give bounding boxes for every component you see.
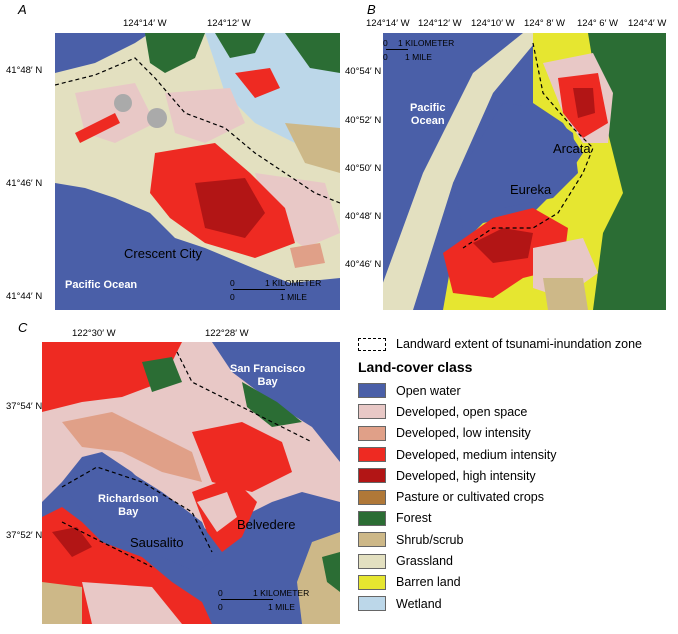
panel-a-lat-tick: 41°46′ N — [6, 178, 42, 189]
panel-c-label: C — [18, 320, 27, 335]
panel-b-lon-tick: 124°4′ W — [628, 18, 666, 29]
legend-class-label: Pasture or cultivated crops — [396, 490, 544, 504]
legend-class-list: Open water Developed, open space Developed… — [358, 380, 678, 614]
scale-mi-label: 1 MILE — [268, 602, 295, 612]
panel-b-lat-tick: 40°52′ N — [345, 115, 381, 126]
scale-line — [386, 49, 408, 50]
water-label: Richardson Bay — [98, 493, 159, 519]
legend-inundation-label: Landward extent of tsunami-inundation zo… — [396, 337, 642, 351]
water-label: Pacific Ocean — [65, 279, 137, 292]
panel-b-lon-tick: 124° 8′ W — [524, 18, 565, 29]
scale-mi-label: 1 MILE — [280, 292, 307, 302]
legend-title: Land-cover class — [358, 359, 678, 375]
legend-swatch — [358, 447, 386, 462]
scale-km-zero: 0 — [230, 278, 235, 288]
legend-class-label: Open water — [396, 384, 461, 398]
scale-mi-zero: 0 — [218, 602, 223, 612]
place-label: Eureka — [510, 182, 551, 197]
legend-class-row: Forest — [358, 508, 678, 529]
panel-b-map: Arcata Eureka Pacific Ocean 0 1 KILOMETE… — [383, 33, 666, 310]
panel-b-label: B — [367, 2, 376, 17]
place-label: Sausalito — [130, 535, 183, 550]
map-legend: Landward extent of tsunami-inundation zo… — [358, 337, 678, 614]
scale-mi-label: 1 MILE — [405, 52, 432, 62]
legend-class-label: Wetland — [396, 597, 442, 611]
legend-swatch — [358, 490, 386, 505]
scale-km-label: 1 KILOMETER — [265, 278, 321, 288]
legend-class-row: Shrub/scrub — [358, 529, 678, 550]
legend-class-label: Developed, open space — [396, 405, 527, 419]
panel-a-label: A — [18, 2, 27, 17]
panel-a-lat-tick: 41°44′ N — [6, 291, 42, 302]
legend-class-row: Grassland — [358, 550, 678, 571]
panel-b-lon-tick: 124° 6′ W — [577, 18, 618, 29]
legend-swatch — [358, 426, 386, 441]
legend-class-label: Grassland — [396, 554, 453, 568]
legend-class-label: Developed, medium intensity — [396, 448, 557, 462]
scale-mi-zero: 0 — [383, 52, 388, 62]
panel-c-lon-tick: 122°30′ W — [72, 328, 116, 339]
legend-class-label: Shrub/scrub — [396, 533, 463, 547]
scale-km-label: 1 KILOMETER — [253, 588, 309, 598]
legend-class-row: Wetland — [358, 593, 678, 614]
scale-line — [221, 599, 273, 600]
legend-class-label: Barren land — [396, 575, 461, 589]
panel-a-landcover — [55, 33, 340, 310]
legend-class-row: Developed, low intensity — [358, 423, 678, 444]
panel-c-map: San Francisco Bay Richardson Bay Sausali… — [42, 342, 340, 624]
panel-c-lon-tick: 122°28′ W — [205, 328, 249, 339]
legend-swatch — [358, 596, 386, 611]
panel-c-lat-tick: 37°54′ N — [6, 401, 42, 412]
legend-swatch — [358, 383, 386, 398]
scale-mi-zero: 0 — [230, 292, 235, 302]
water-label: Pacific Ocean — [410, 102, 445, 128]
panel-a-lon-tick: 124°12′ W — [207, 18, 251, 29]
legend-swatch — [358, 511, 386, 526]
dashed-line-swatch — [358, 338, 386, 351]
legend-swatch — [358, 468, 386, 483]
panel-c-lat-tick: 37°52′ N — [6, 530, 42, 541]
panel-b-lon-tick: 124°14′ W — [366, 18, 410, 29]
panel-b-lat-tick: 40°54′ N — [345, 66, 381, 77]
panel-a-map: Crescent City Pacific Ocean 0 1 KILOMETE… — [55, 33, 340, 310]
panel-b-landcover — [383, 33, 666, 310]
panel-b-lat-tick: 40°46′ N — [345, 259, 381, 270]
panel-a-lat-tick: 41°48′ N — [6, 65, 42, 76]
legend-class-row: Pasture or cultivated crops — [358, 486, 678, 507]
legend-class-row: Developed, medium intensity — [358, 444, 678, 465]
panel-a-lon-tick: 124°14′ W — [123, 18, 167, 29]
panel-b-lat-tick: 40°48′ N — [345, 211, 381, 222]
panel-b-lon-tick: 124°12′ W — [418, 18, 462, 29]
legend-swatch — [358, 575, 386, 590]
legend-class-label: Developed, high intensity — [396, 469, 536, 483]
legend-class-row: Barren land — [358, 572, 678, 593]
place-label: Belvedere — [237, 517, 296, 532]
panel-b-lat-tick: 40°50′ N — [345, 163, 381, 174]
legend-class-row: Developed, high intensity — [358, 465, 678, 486]
scale-km-zero: 0 — [383, 38, 388, 48]
water-label: San Francisco Bay — [230, 363, 305, 389]
scale-line — [233, 289, 285, 290]
legend-class-label: Developed, low intensity — [396, 426, 531, 440]
panel-b-lon-tick: 124°10′ W — [471, 18, 515, 29]
scale-km-label: 1 KILOMETER — [398, 38, 454, 48]
legend-inundation-entry: Landward extent of tsunami-inundation zo… — [358, 337, 678, 351]
legend-class-row: Open water — [358, 380, 678, 401]
place-label: Crescent City — [124, 246, 202, 261]
legend-swatch — [358, 404, 386, 419]
place-label: Arcata — [553, 141, 591, 156]
legend-swatch — [358, 554, 386, 569]
scale-km-zero: 0 — [218, 588, 223, 598]
legend-class-label: Forest — [396, 511, 431, 525]
legend-swatch — [358, 532, 386, 547]
legend-class-row: Developed, open space — [358, 401, 678, 422]
